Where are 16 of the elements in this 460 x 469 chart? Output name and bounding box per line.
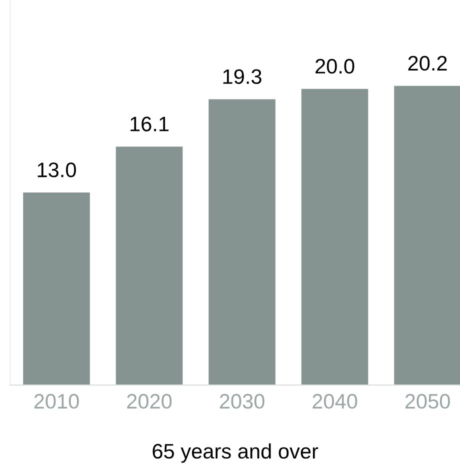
x-tick-label: 2030 [220,394,264,409]
bar [116,146,183,386]
bar [394,86,460,386]
bar [301,88,368,386]
data-label: 16.1 [130,116,169,132]
data-label: 20.2 [408,56,447,71]
x-axis-title: 65 years and over [152,443,318,463]
x-tick-label: 2040 [312,394,358,409]
bar [23,192,90,386]
data-label: 19.3 [223,69,262,84]
bar [208,99,276,386]
data-label: 13.0 [38,162,76,178]
data-label: 20.0 [316,58,354,74]
x-tick-label: 2050 [405,394,450,409]
x-tick-label: 2010 [34,394,79,409]
x-tick-label: 2020 [127,394,172,409]
